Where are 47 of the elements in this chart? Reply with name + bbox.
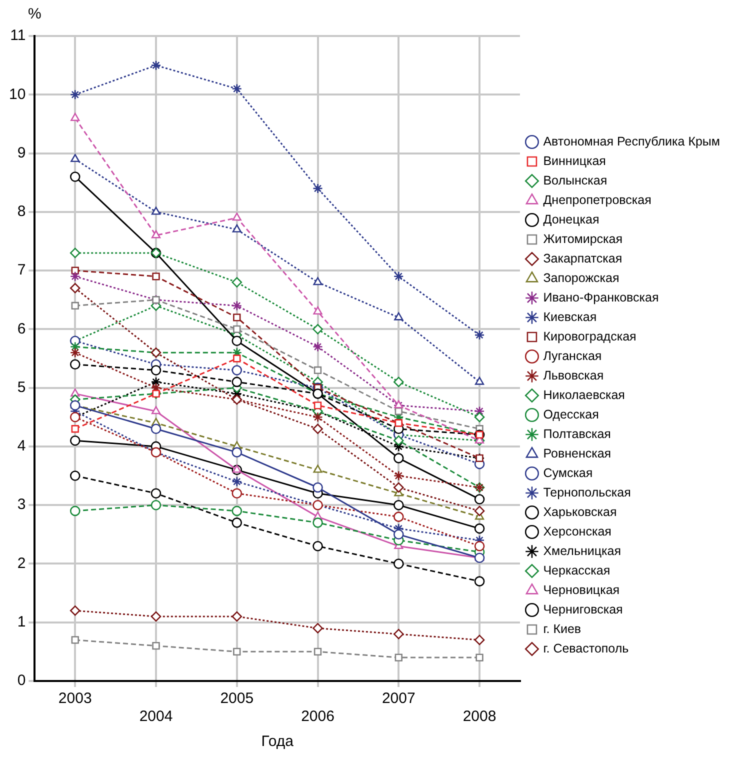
x-tick-label: 2007: [382, 690, 416, 708]
legend-label: Харьковская: [543, 504, 617, 519]
legend-label: Киевская: [543, 310, 597, 324]
legend-label: г. Севастополь: [543, 641, 629, 656]
y-tick-label: 8: [17, 203, 26, 220]
legend-label: г. Киев: [543, 622, 582, 636]
legend-label: Херсонская: [543, 524, 612, 538]
legend-label: Хмельницкая: [543, 544, 622, 558]
x-tick-label: 2003: [58, 690, 92, 708]
legend-label: Закарпатская: [543, 251, 622, 266]
legend-label: Кировоградская: [543, 329, 636, 344]
y-tick-label: 7: [17, 262, 26, 279]
y-tick-label: 5: [17, 378, 26, 396]
legend-label: Днепропетровская: [543, 192, 652, 207]
legend-label: Одесская: [543, 407, 599, 422]
legend-label: Полтавская: [543, 426, 611, 441]
y-tick-label: 1: [17, 614, 26, 631]
y-tick-label: 2: [17, 554, 26, 572]
legend-label: Донецкая: [543, 212, 600, 226]
legend-label: Запорожская: [543, 270, 620, 285]
legend-label: Ивано-Франковская: [543, 290, 659, 304]
y-tick-label: 10: [8, 86, 26, 103]
x-tick-label: 2006: [301, 708, 334, 726]
legend-label: Житомирская: [543, 232, 623, 246]
x-tick-label: 2008: [462, 708, 496, 726]
legend-label: Черновицкая: [543, 582, 620, 597]
y-tick-label: 3: [17, 496, 26, 514]
y-tick-label: 11: [10, 27, 26, 44]
x-axis-title: Года: [261, 733, 294, 750]
legend-label: Тернопольская: [543, 485, 631, 500]
legend-label: Львовская: [543, 368, 604, 382]
y-axis-title: %: [28, 6, 42, 23]
legend-label: Черниговская: [543, 602, 623, 616]
y-tick-label: 9: [17, 144, 26, 162]
x-tick-label: 2004: [139, 708, 173, 726]
legend-label: Черкасская: [543, 563, 610, 578]
legend-label: Ровненская: [543, 446, 612, 460]
legend-label: Винницкая: [543, 154, 606, 168]
y-tick-label: 6: [17, 320, 26, 338]
legend-label: Сумская: [543, 466, 593, 480]
legend-label: Луганская: [543, 348, 602, 363]
x-tick-label: 2005: [220, 690, 254, 708]
legend-label: Николаевская: [543, 388, 625, 402]
y-tick-label: 4: [17, 438, 26, 455]
legend-label: Волынская: [543, 173, 608, 188]
y-tick-label: 0: [17, 672, 26, 690]
legend-label: Автономная Республика Крым: [543, 134, 720, 148]
